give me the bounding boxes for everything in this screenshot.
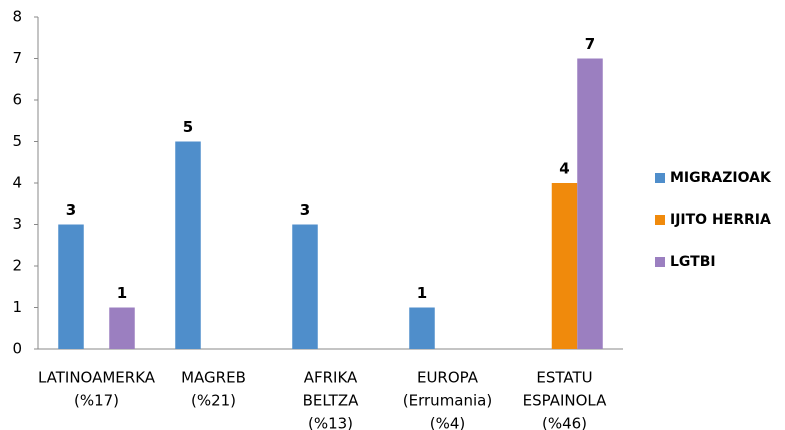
x-tick-label: (Errumania) xyxy=(403,392,492,410)
y-tick-label: 1 xyxy=(12,298,22,316)
x-tick-label: (%21) xyxy=(191,392,236,410)
y-tick-label: 5 xyxy=(12,132,22,150)
y-tick-label: 2 xyxy=(12,257,22,275)
y-tick-label: 8 xyxy=(12,8,22,26)
bar xyxy=(58,224,84,349)
x-tick-label: ESPAINOLA xyxy=(523,392,607,410)
x-tick-label: (%17) xyxy=(74,392,119,410)
value-label: 3 xyxy=(300,201,310,219)
value-label: 7 xyxy=(585,35,595,53)
y-tick-label: 6 xyxy=(12,91,22,109)
x-tick-label: BELTZA xyxy=(303,392,359,410)
bar xyxy=(551,183,578,349)
legend-label: IJITO HERRIA xyxy=(670,212,771,228)
x-tick-label: (%46) xyxy=(542,415,587,430)
y-tick-label: 4 xyxy=(12,174,22,192)
legend-swatch xyxy=(655,215,665,225)
bar xyxy=(409,307,435,349)
x-tick-label: AFRIKA xyxy=(304,369,358,387)
x-tick-label: MAGREB xyxy=(181,369,246,387)
value-label: 4 xyxy=(559,160,569,178)
legend-label: LGTBI xyxy=(670,254,716,270)
x-tick-label: LATINOAMERKA xyxy=(38,369,156,387)
legend-swatch xyxy=(655,257,665,267)
value-label: 5 xyxy=(183,118,193,136)
value-label: 1 xyxy=(117,284,127,302)
bar xyxy=(292,224,318,349)
x-tick-label: (%13) xyxy=(308,415,353,430)
value-label: 3 xyxy=(66,201,76,219)
y-tick-label: 3 xyxy=(12,215,22,233)
legend-swatch xyxy=(655,173,665,183)
x-tick-label: ESTATU xyxy=(536,369,592,387)
y-tick-label: 0 xyxy=(12,340,22,358)
bar xyxy=(175,141,201,349)
bar xyxy=(577,58,603,349)
legend-label: MIGRAZIOAK xyxy=(670,170,772,186)
value-label: 1 xyxy=(417,284,427,302)
bar xyxy=(109,307,135,349)
x-tick-label: EUROPA xyxy=(417,369,479,387)
y-tick-label: 7 xyxy=(12,49,22,67)
x-tick-label: (%4) xyxy=(430,415,466,430)
